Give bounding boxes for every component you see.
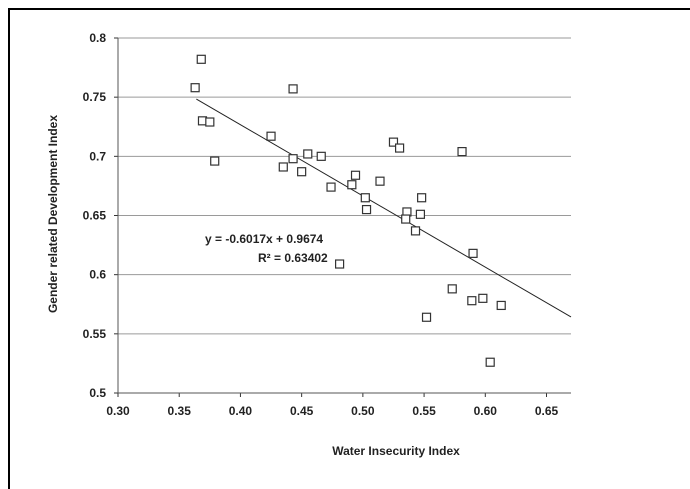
y-tick-label: 0.75 (83, 90, 107, 104)
data-point (375, 176, 385, 186)
data-point (485, 357, 495, 367)
data-point (417, 193, 427, 203)
data-point (205, 117, 215, 127)
data-point (468, 248, 478, 258)
y-tick-label: 0.6 (89, 268, 106, 282)
y-tick-label: 0.8 (89, 31, 106, 45)
data-point (335, 259, 345, 269)
x-tick-label: 0.30 (106, 404, 130, 418)
data-point (360, 193, 370, 203)
x-tick-label: 0.40 (229, 404, 253, 418)
data-point (210, 156, 220, 166)
x-tick-label: 0.65 (535, 404, 559, 418)
gridlines (118, 37, 571, 335)
data-point (415, 209, 426, 219)
data-point (401, 214, 411, 224)
data-point (297, 167, 307, 177)
data-point (478, 293, 488, 303)
data-point (496, 300, 506, 311)
data-points (190, 54, 506, 367)
data-point (457, 147, 467, 157)
data-point (288, 154, 298, 164)
y-axis-label: Gender related Development Index (46, 115, 60, 313)
x-tick-label: 0.35 (168, 404, 192, 418)
x-axis-label: Water Insecurity Index (332, 444, 460, 458)
trendline-group (196, 98, 572, 318)
data-point (421, 312, 432, 322)
data-point (388, 137, 399, 147)
data-point (350, 170, 361, 180)
y-tick-label: 0.7 (89, 149, 106, 163)
data-point (190, 83, 200, 93)
data-point (347, 180, 357, 190)
data-point (288, 84, 298, 94)
x-tick-label: 0.50 (351, 404, 375, 418)
trendline (196, 98, 572, 318)
x-tick-label: 0.60 (474, 404, 498, 418)
data-point (467, 296, 477, 306)
x-tick-label: 0.45 (290, 404, 314, 418)
data-point (447, 284, 457, 294)
data-point (394, 143, 405, 153)
y-tick-label: 0.55 (83, 327, 107, 341)
data-point (196, 54, 206, 64)
data-point (278, 162, 288, 172)
data-point (326, 182, 336, 192)
y-tick-label: 0.65 (83, 209, 107, 223)
data-point (361, 204, 372, 215)
x-tick-label: 0.55 (412, 404, 436, 418)
data-point (316, 151, 326, 161)
y-tick-label: 0.5 (89, 386, 106, 400)
equation-label: y = -0.6017x + 0.9674 (205, 232, 323, 246)
data-point (410, 226, 421, 236)
data-point (303, 149, 313, 159)
r-squared-label: R² = 0.63402 (258, 251, 328, 265)
figure-frame (8, 8, 690, 489)
axes: 0.5 0.55 0.6 0.65 0.7 0.75 0.8 0.30 0.35 0.40 0.45… (83, 31, 571, 418)
data-point (266, 131, 276, 141)
